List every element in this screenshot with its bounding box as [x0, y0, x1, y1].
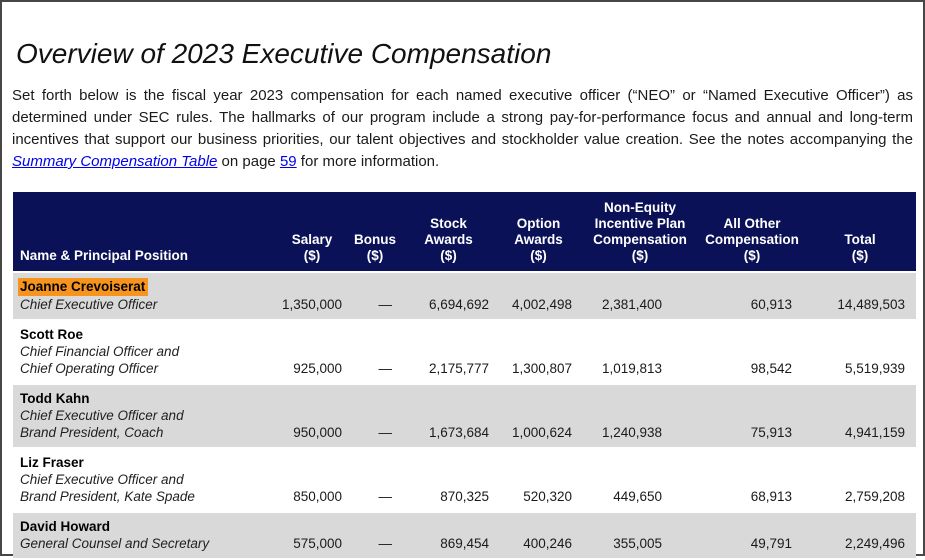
option-awards-cell: 1,000,624	[497, 385, 580, 447]
option-awards-cell: 400,246	[497, 513, 580, 558]
non-equity-incentive-cell: 2,381,400	[580, 273, 700, 319]
bonus-cell: —	[350, 321, 400, 383]
executive-name-highlighted: Joanne Crevoiserat	[18, 278, 149, 296]
column-header-stock-awards: Stock Awards ($)	[400, 192, 497, 271]
executive-title: Chief Executive Officer	[20, 297, 158, 312]
executive-title: Chief Executive Officer and Brand Presid…	[20, 472, 195, 504]
salary-cell: 575,000	[274, 513, 350, 558]
executive-title: Chief Executive Officer and Brand Presid…	[20, 408, 184, 440]
name-position-cell: Liz Fraser Chief Executive Officer and B…	[13, 449, 274, 511]
name-position-cell: Todd Kahn Chief Executive Officer and Br…	[13, 385, 274, 447]
bonus-cell: —	[350, 273, 400, 319]
intro-text-2: on page	[217, 153, 280, 170]
table-header-row: Name & Principal Position Salary ($) Bon…	[13, 192, 916, 271]
all-other-compensation-cell: 60,913	[700, 273, 804, 319]
total-cell: 4,941,159	[804, 385, 916, 447]
non-equity-incentive-cell: 449,650	[580, 449, 700, 511]
all-other-compensation-cell: 68,913	[700, 449, 804, 511]
summary-compensation-table-link[interactable]: Summary Compensation Table	[12, 153, 218, 170]
name-position-cell: Scott Roe Chief Financial Officer and Ch…	[13, 321, 274, 383]
column-header-bonus: Bonus ($)	[350, 192, 400, 271]
salary-cell: 1,350,000	[274, 273, 350, 319]
stock-awards-cell: 6,694,692	[400, 273, 497, 319]
option-awards-cell: 520,320	[497, 449, 580, 511]
compensation-table: Name & Principal Position Salary ($) Bon…	[13, 190, 916, 560]
option-awards-cell: 1,300,807	[497, 321, 580, 383]
column-header-all-other-compensation: All Other Compensation ($)	[700, 192, 804, 271]
name-position-cell: David Howard General Counsel and Secreta…	[13, 513, 274, 558]
bonus-cell: —	[350, 513, 400, 558]
salary-cell: 950,000	[274, 385, 350, 447]
intro-paragraph: Set forth below is the fiscal year 2023 …	[12, 85, 913, 173]
table-row: Liz Fraser Chief Executive Officer and B…	[13, 449, 916, 511]
executive-title: Chief Financial Officer and Chief Operat…	[20, 344, 180, 376]
non-equity-incentive-cell: 1,019,813	[580, 321, 700, 383]
page-59-link[interactable]: 59	[279, 153, 297, 170]
all-other-compensation-cell: 75,913	[700, 385, 804, 447]
bonus-cell: —	[350, 385, 400, 447]
all-other-compensation-cell: 98,542	[700, 321, 804, 383]
table-row: Joanne Crevoiserat Chief Executive Offic…	[13, 273, 916, 319]
table-row: Todd Kahn Chief Executive Officer and Br…	[13, 385, 916, 447]
page-title: Overview of 2023 Executive Compensation	[16, 38, 552, 69]
executive-name: Scott Roe	[20, 327, 84, 342]
executive-name: Todd Kahn	[20, 391, 90, 406]
intro-text-1: Set forth below is the fiscal year 2023 …	[12, 87, 913, 148]
intro-text-3: for more information.	[296, 153, 440, 170]
stock-awards-cell: 870,325	[400, 449, 497, 511]
stock-awards-cell: 1,673,684	[400, 385, 497, 447]
total-cell: 14,489,503	[804, 273, 916, 319]
executive-name: Liz Fraser	[20, 455, 84, 470]
name-position-cell: Joanne Crevoiserat Chief Executive Offic…	[13, 273, 274, 319]
stock-awards-cell: 2,175,777	[400, 321, 497, 383]
salary-cell: 850,000	[274, 449, 350, 511]
total-cell: 2,759,208	[804, 449, 916, 511]
total-cell: 2,249,496	[804, 513, 916, 558]
salary-cell: 925,000	[274, 321, 350, 383]
option-awards-cell: 4,002,498	[497, 273, 580, 319]
executive-name: David Howard	[20, 519, 111, 534]
column-header-name-position: Name & Principal Position	[13, 192, 274, 271]
column-header-non-equity-incentive: Non-Equity Incentive Plan Compensation (…	[580, 192, 700, 271]
non-equity-incentive-cell: 355,005	[580, 513, 700, 558]
total-cell: 5,519,939	[804, 321, 916, 383]
document-page: Overview of 2023 Executive Compensation …	[2, 38, 923, 560]
column-header-total: Total ($)	[804, 192, 916, 271]
table-row: David Howard General Counsel and Secreta…	[13, 513, 916, 558]
executive-title: General Counsel and Secretary	[20, 536, 210, 551]
column-header-option-awards: Option Awards ($)	[497, 192, 580, 271]
all-other-compensation-cell: 49,791	[700, 513, 804, 558]
stock-awards-cell: 869,454	[400, 513, 497, 558]
non-equity-incentive-cell: 1,240,938	[580, 385, 700, 447]
table-row: Scott Roe Chief Financial Officer and Ch…	[13, 321, 916, 383]
column-header-salary: Salary ($)	[274, 192, 350, 271]
bonus-cell: —	[350, 449, 400, 511]
